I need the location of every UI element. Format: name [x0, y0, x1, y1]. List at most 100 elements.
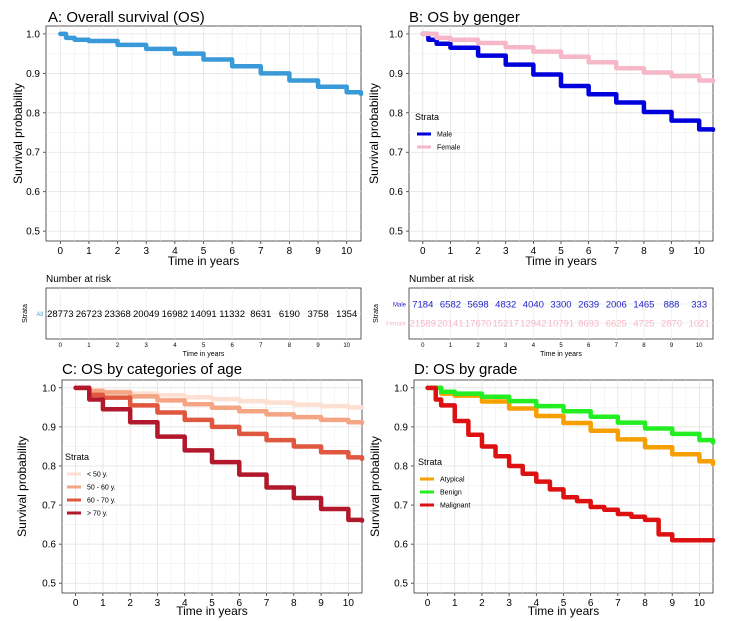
risk-x-tick-label: 6	[587, 343, 591, 349]
x-tick-label: 4	[531, 246, 537, 257]
x-tick-label: 5	[561, 598, 567, 609]
risk-x-tick-label: 3	[504, 343, 508, 349]
y-tick-label: 0.6	[42, 540, 56, 551]
y-tick-label: 0.7	[389, 148, 403, 159]
risk-count: 11332	[219, 309, 245, 320]
chart-panel-3: C: OS by categories of age 0 1 2 3 4 5 6 7 8 9 10 0.…	[15, 361, 365, 618]
risk-count: 1354	[336, 309, 357, 320]
y-tick-label: 0.5	[389, 227, 403, 238]
x-tick-label: 0	[420, 246, 426, 257]
x-tick-label: 3	[143, 246, 149, 257]
x-tick-label: 1	[100, 598, 106, 609]
risk-count: 1465	[633, 300, 654, 311]
risk-x-tick-label: 1	[87, 343, 91, 349]
x-tick-label: 6	[586, 246, 592, 257]
x-tick-label: 2	[127, 598, 133, 609]
legend-title: Strata	[65, 452, 89, 462]
risk-count: 26723	[76, 309, 102, 320]
legend-title: Strata	[415, 112, 439, 122]
risk-count: 3300	[550, 300, 571, 311]
risk-x-tick-label: 8	[642, 343, 646, 349]
chart-title: B: OS by genger	[409, 9, 520, 26]
legend: Strata Atypical Benign Malignant	[418, 457, 470, 510]
risk-count: 7184	[412, 300, 433, 311]
risk-x-tick-label: 2	[116, 343, 120, 349]
y-tick-label: 0.8	[389, 108, 403, 119]
x-tick-label: 6	[588, 598, 594, 609]
risk-count: 12942	[520, 319, 546, 330]
risk-x-tick-label: 5	[559, 343, 563, 349]
x-tick-label: 3	[506, 598, 512, 609]
y-axis-label: Survival probability	[11, 83, 25, 184]
y-axis-label: Survival probability	[15, 436, 29, 537]
legend-label: Female	[437, 145, 460, 152]
x-tick-label: 7	[258, 246, 264, 257]
risk-x-tick-label: 4	[532, 343, 536, 349]
x-tick-label: 1	[452, 598, 458, 609]
x-tick-label: 0	[58, 246, 64, 257]
x-tick-label: 1	[448, 246, 454, 257]
y-tick-label: 0.5	[26, 227, 40, 238]
legend-label: Malignant	[440, 503, 470, 510]
x-tick-label: 10	[694, 246, 706, 257]
x-tick-label: 10	[343, 598, 355, 609]
legend-label: Male	[437, 132, 452, 139]
x-tick-label: 0	[425, 598, 431, 609]
y-tick-label: 0.9	[394, 422, 408, 433]
x-tick-label: 5	[209, 598, 215, 609]
y-tick-label: 0.5	[42, 579, 56, 590]
risk-count: 888	[664, 300, 680, 311]
x-tick-label: 7	[613, 246, 619, 257]
chart-title: C: OS by categories of age	[62, 361, 242, 378]
y-tick-label: 0.8	[394, 461, 408, 472]
legend: Strata < 50 y. 50 - 60 y. 60 - 70 y. > 70 y.	[65, 452, 116, 518]
x-tick-label: 6	[229, 246, 235, 257]
risk-count: 6190	[279, 309, 300, 320]
risk-table-title: Number at risk	[409, 274, 475, 285]
y-tick-label: 0.6	[394, 540, 408, 551]
risk-count: 4040	[523, 300, 544, 311]
risk-count: 5698	[468, 300, 489, 311]
y-tick-label: 0.6	[389, 187, 403, 198]
risk-x-axis-label: Time in years	[540, 351, 582, 358]
y-tick-label: 0.8	[26, 108, 40, 119]
y-tick-label: 0.8	[42, 461, 56, 472]
y-tick-label: 0.7	[26, 148, 40, 159]
x-axis-label: Time in years	[176, 604, 248, 618]
chart-title: D: OS by grade	[414, 361, 517, 378]
risk-count: 8631	[250, 309, 271, 320]
risk-x-tick-label: 2	[476, 343, 480, 349]
risk-x-tick-label: 7	[615, 343, 619, 349]
legend-label: 50 - 60 y.	[87, 485, 116, 492]
risk-count: 333	[691, 300, 707, 311]
y-tick-label: 0.5	[394, 579, 408, 590]
x-tick-label: 1	[86, 246, 92, 257]
risk-x-tick-label: 8	[288, 343, 292, 349]
risk-x-tick-label: 6	[230, 343, 234, 349]
chart-title: A: Overall survival (OS)	[48, 9, 205, 26]
risk-x-tick-label: 5	[202, 343, 206, 349]
risk-x-tick-label: 4	[173, 343, 177, 349]
x-tick-label: 9	[669, 598, 675, 609]
x-tick-label: 9	[318, 598, 324, 609]
y-axis-label: Survival probability	[367, 83, 381, 184]
y-axis-label: Survival probability	[368, 436, 382, 537]
risk-table-title: Number at risk	[46, 274, 112, 285]
risk-count: 15217	[493, 319, 519, 330]
risk-count: 6582	[440, 300, 461, 311]
y-tick-label: 0.7	[394, 501, 408, 512]
risk-row-label: Male	[393, 303, 407, 309]
risk-row-label: All	[36, 312, 43, 318]
risk-count: 4725	[633, 319, 654, 330]
y-tick-label: 1.0	[394, 383, 408, 394]
risk-count: 17670	[465, 319, 491, 330]
y-tick-label: 0.9	[26, 69, 40, 80]
risk-x-tick-label: 7	[259, 343, 263, 349]
survival-curve-benign	[425, 385, 716, 445]
x-tick-label: 8	[291, 598, 297, 609]
chart-panel-1: A: Overall survival (OS) 0 1 2 3 4 5 6 7 8 9 10 0.5 0…	[11, 9, 364, 268]
x-tick-label: 9	[315, 246, 321, 257]
risk-x-axis-label: Time in years	[183, 351, 225, 358]
